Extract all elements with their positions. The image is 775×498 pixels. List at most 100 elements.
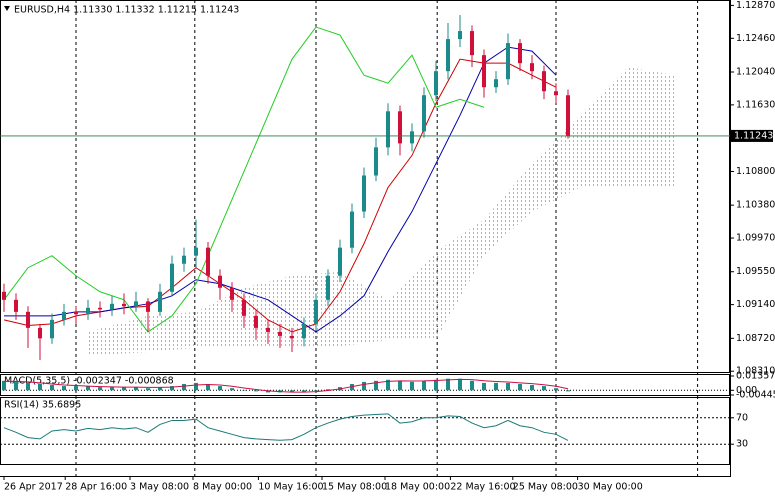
macd-bar — [398, 380, 402, 391]
macd-bar — [38, 383, 42, 391]
macd-bar — [530, 385, 534, 391]
candle-body — [506, 43, 510, 80]
ichimoku-cloud — [88, 67, 676, 356]
candle-body — [554, 91, 558, 96]
candle-body — [398, 111, 402, 144]
candle-body — [242, 299, 246, 316]
macd-bar — [566, 390, 570, 392]
macd-bar — [494, 382, 498, 391]
macd-bar — [98, 387, 102, 391]
y-tick-label: 1.08310 — [736, 366, 775, 377]
x-tick-label: 25 May 08:00 — [513, 482, 578, 493]
y-tick-label: 1.09550 — [736, 266, 775, 277]
candle-body — [362, 175, 366, 212]
candle-body — [134, 301, 138, 307]
macd-bar — [326, 389, 330, 391]
candle-body — [410, 131, 414, 144]
macd-bar — [194, 382, 198, 391]
y-tick-label: 70 — [736, 412, 748, 423]
macd-bar — [458, 378, 462, 391]
candle-body — [458, 31, 462, 40]
candle-body — [494, 79, 498, 88]
candle-body — [26, 311, 30, 328]
x-tick-label: 22 May 16:00 — [450, 482, 515, 493]
candle-body — [38, 327, 42, 339]
macd-bar — [122, 387, 126, 391]
signal-line — [4, 378, 569, 393]
x-tick-label: 28 Apr 16:00 — [65, 482, 127, 493]
macd-bar — [266, 390, 270, 393]
y-tick-label: 1.12460 — [736, 33, 775, 44]
macd-bar — [410, 381, 414, 391]
rsi-panel — [0, 397, 730, 465]
macd-bar — [386, 379, 390, 391]
macd-bar — [482, 382, 486, 391]
macd-bar — [170, 386, 174, 391]
macd-bar — [2, 380, 6, 391]
candle-body — [470, 31, 474, 56]
candle-body — [518, 43, 522, 64]
candle-body — [542, 71, 546, 92]
macd-bar — [206, 383, 210, 391]
candle-body — [326, 275, 330, 300]
macd-bar — [86, 386, 90, 391]
candle-body — [434, 71, 438, 96]
candle-body — [218, 275, 222, 288]
macd-bar — [350, 383, 354, 391]
candle-body — [230, 287, 234, 300]
macd-bar — [374, 380, 378, 391]
macd-bar — [110, 387, 114, 391]
macd-bar — [302, 390, 306, 392]
candle-body — [170, 263, 174, 292]
candle-body — [350, 211, 354, 248]
candle-body — [530, 63, 534, 72]
y-tick-label: 30 — [736, 439, 748, 450]
candle-body — [266, 327, 270, 332]
candle-body — [278, 331, 282, 336]
x-tick-label: 10 May 16:00 — [258, 482, 323, 493]
y-tick-label: -0.004459 — [736, 390, 775, 401]
y-tick-label: 1.09140 — [736, 299, 775, 310]
candle-body — [50, 319, 54, 339]
candle-body — [206, 247, 210, 276]
candle-body — [302, 323, 306, 339]
y-tick-label: 1.11630 — [736, 99, 775, 110]
y-tick-label: 1.12040 — [736, 66, 775, 77]
candle-body — [446, 39, 450, 72]
macd-bar — [554, 388, 558, 391]
symbol-marker — [4, 6, 10, 11]
x-tick-label: 26 Apr 2017 — [4, 482, 63, 493]
macd-bar — [14, 381, 18, 391]
candle-body — [86, 307, 90, 315]
candle-body — [254, 315, 258, 328]
candle-body — [482, 55, 486, 88]
macd-panel — [0, 374, 730, 396]
candle-body — [158, 291, 162, 312]
macd-bar — [362, 381, 366, 391]
macd-bar — [158, 387, 162, 391]
macd-bar — [62, 386, 66, 391]
candle-body — [98, 307, 102, 310]
macd-bar — [146, 388, 150, 391]
y-tick-label: 1.09970 — [736, 233, 775, 244]
y-tick-label: 1.10800 — [736, 166, 775, 177]
macd-bar — [182, 383, 186, 391]
candle-body — [14, 299, 18, 312]
macd-bar — [446, 378, 450, 391]
price-label: 1.11243 — [734, 130, 773, 141]
y-tick-label: 1.12870 — [736, 0, 775, 11]
candle-body — [338, 247, 342, 276]
indicator-line — [3, 26, 485, 333]
main-panel — [0, 0, 730, 373]
macd-title: MACD(5,35,5) -0.002347 -0.000868 — [4, 376, 174, 387]
candle-body — [422, 95, 426, 132]
macd-bar — [50, 385, 54, 391]
macd-bar — [506, 382, 510, 391]
x-tick-label: 30 May 00:00 — [578, 482, 643, 493]
price-box — [731, 129, 773, 142]
y-tick-label: 1.10380 — [736, 200, 775, 211]
macd-bar — [470, 380, 474, 391]
rsi-line — [3, 413, 569, 441]
y-tick-label: 0.00 — [736, 385, 757, 396]
